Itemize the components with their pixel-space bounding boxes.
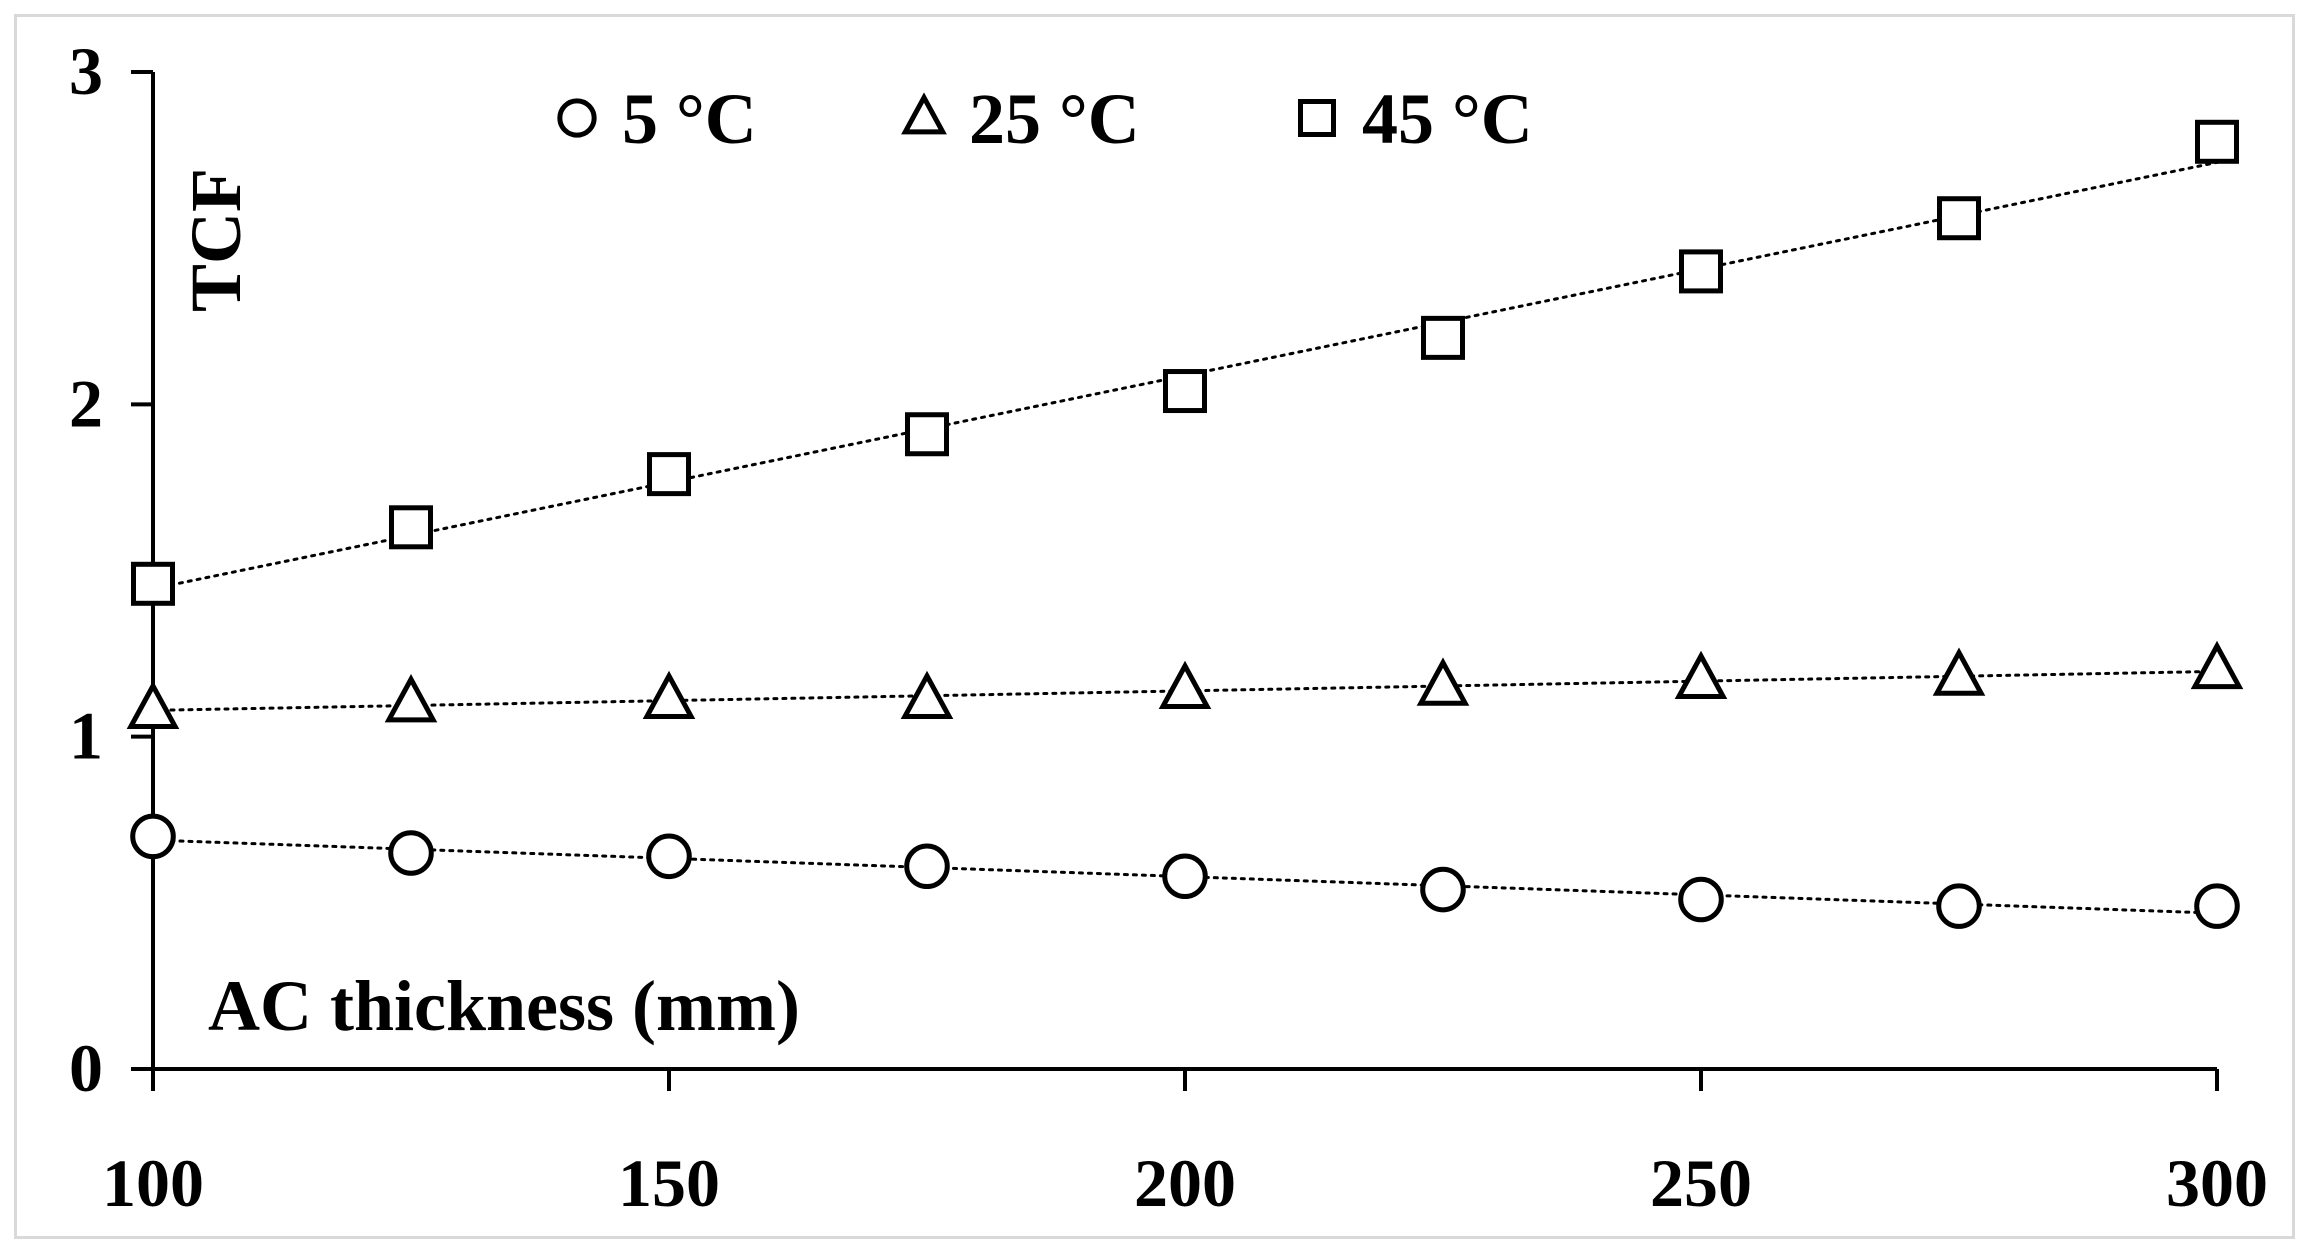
data-point-square (1937, 196, 1981, 241)
data-point-triangle (2190, 640, 2244, 690)
legend-item-square: 45 °C (1298, 79, 1533, 159)
x-axis-title: AC thickness (mm) (208, 966, 800, 1046)
data-point-circle (1162, 853, 1208, 900)
markers (126, 119, 2244, 929)
trendline (151, 669, 2219, 712)
data-point-triangle (642, 670, 696, 719)
chart-frame (14, 14, 2295, 1239)
data-point-triangle (1674, 650, 1728, 700)
data-point-circle (388, 830, 434, 876)
data-point-circle (904, 843, 950, 890)
x-tick-label: 100 (102, 1145, 204, 1221)
x-tick-label: 300 (2166, 1145, 2268, 1221)
data-point-square (905, 412, 949, 457)
data-point-triangle (126, 680, 180, 729)
legend-label: 5 °C (622, 79, 757, 159)
y-tick-label: 0 (69, 1030, 103, 1106)
legend-label: 25 °C (969, 79, 1140, 159)
y-tick-label: 2 (69, 365, 103, 441)
x-tick-label: 250 (1650, 1145, 1752, 1221)
legend-marker-circle (557, 98, 597, 138)
x-tick-label: 150 (618, 1145, 720, 1221)
data-point-triangle (900, 670, 954, 719)
data-point-triangle (1932, 647, 1986, 696)
trendline (151, 838, 2219, 915)
data-point-triangle (384, 674, 438, 723)
data-point-square (1421, 315, 1465, 360)
data-point-square (2195, 119, 2239, 164)
data-point-square (1163, 369, 1207, 414)
trendlines (151, 160, 2219, 915)
data-point-square (389, 505, 433, 550)
legend-item-circle: 5 °C (557, 79, 757, 159)
y-tick-label: 1 (69, 698, 103, 774)
axes (151, 72, 2217, 1071)
y-tick-label: 3 (69, 33, 103, 109)
data-point-circle (646, 833, 692, 880)
legend-marker-triangle (901, 92, 947, 135)
data-point-triangle (1416, 657, 1470, 706)
x-ticks: 100 150 200 250 300 (102, 1069, 2268, 1221)
legend: 5 °C 25 °C 45 °C (557, 79, 1533, 159)
data-point-square (647, 452, 691, 497)
y-ticks: 0 1 2 3 (69, 33, 153, 1106)
data-point-square (1679, 249, 1723, 294)
data-point-square (131, 561, 175, 606)
data-point-triangle (1158, 660, 1212, 710)
x-tick-label: 200 (1134, 1145, 1236, 1221)
data-point-circle (2194, 883, 2240, 929)
legend-label: 45 °C (1362, 79, 1533, 159)
data-point-circle (130, 813, 176, 860)
y-axis-title: TCF (176, 168, 256, 312)
data-point-circle (1936, 883, 1982, 929)
legend-marker-square (1298, 99, 1336, 137)
data-point-circle (1420, 866, 1466, 913)
data-point-circle (1678, 876, 1724, 923)
legend-item-triangle: 25 °C (901, 79, 1140, 159)
